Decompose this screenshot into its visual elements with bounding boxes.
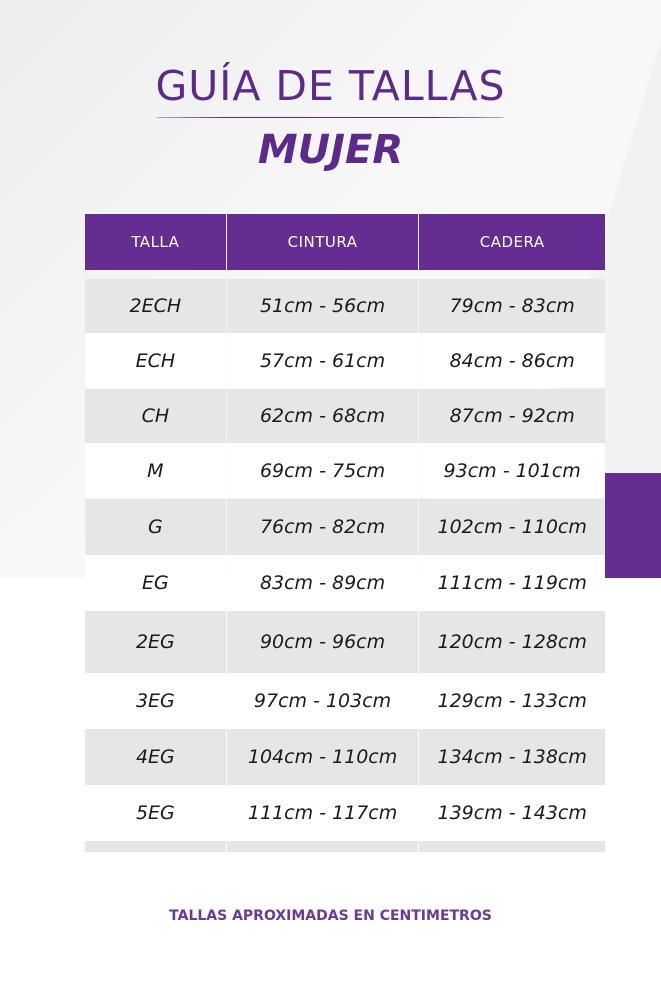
cell-cadera: 102cm - 110cm bbox=[419, 499, 605, 555]
cell-talla: 4EG bbox=[85, 729, 226, 785]
cell-cadera: 120cm - 128cm bbox=[419, 611, 605, 673]
cell-cintura: 90cm - 96cm bbox=[226, 611, 419, 673]
cell-cadera: 79cm - 83cm bbox=[419, 279, 605, 333]
cell-talla: EG bbox=[85, 555, 226, 611]
cell-cintura: 104cm - 110cm bbox=[226, 729, 419, 785]
cell-cintura: 62cm - 68cm bbox=[226, 389, 419, 443]
cell-cadera: 129cm - 133cm bbox=[419, 673, 605, 729]
page-subtitle: MUJER bbox=[257, 127, 404, 173]
footer-note: TALLAS APROXIMADAS EN CENTIMETROS bbox=[169, 908, 492, 924]
cell-talla: 3EG bbox=[85, 673, 226, 729]
table-header: TALLA CINTURA CADERA bbox=[85, 214, 605, 270]
table-row: EG 83cm - 89cm 111cm - 119cm bbox=[85, 555, 605, 611]
cell-cintura: 76cm - 82cm bbox=[226, 499, 419, 555]
cell-cadera: 111cm - 119cm bbox=[419, 555, 605, 611]
cell-cadera: 93cm - 101cm bbox=[419, 443, 605, 498]
table-row: 5EG 111cm - 117cm 139cm - 143cm bbox=[85, 785, 605, 840]
cell-cadera: 87cm - 92cm bbox=[419, 389, 605, 443]
header-cadera: CADERA bbox=[419, 214, 605, 270]
cell-cintura: 69cm - 75cm bbox=[226, 443, 419, 498]
table-row: 2ECH 51cm - 56cm 79cm - 83cm bbox=[85, 279, 605, 333]
cell-cadera: 134cm - 138cm bbox=[419, 729, 605, 785]
table-row: 4EG 104cm - 110cm 134cm - 138cm bbox=[85, 729, 605, 785]
accent-block bbox=[605, 473, 661, 578]
cell-talla: 5EG bbox=[85, 785, 226, 840]
header-cintura: CINTURA bbox=[226, 214, 419, 270]
cell-cadera: 84cm - 86cm bbox=[419, 333, 605, 388]
cell-talla: CH bbox=[85, 389, 226, 443]
table-row: M 69cm - 75cm 93cm - 101cm bbox=[85, 443, 605, 498]
cell-cintura: 97cm - 103cm bbox=[226, 673, 419, 729]
cell-talla: M bbox=[85, 443, 226, 498]
cell-talla: 2EG bbox=[85, 611, 226, 673]
cell-cintura: 83cm - 89cm bbox=[226, 555, 419, 611]
table-row: CH 62cm - 68cm 87cm - 92cm bbox=[85, 389, 605, 443]
cell-cintura: 111cm - 117cm bbox=[226, 785, 419, 840]
table-row: 3EG 97cm - 103cm 129cm - 133cm bbox=[85, 673, 605, 729]
cell-cadera: 139cm - 143cm bbox=[419, 785, 605, 840]
table-row: ECH 57cm - 61cm 84cm - 86cm bbox=[85, 333, 605, 388]
cell-cintura: 57cm - 61cm bbox=[226, 333, 419, 388]
header-talla: TALLA bbox=[85, 214, 226, 270]
cell-talla: ECH bbox=[85, 333, 226, 388]
page-title: GUÍA DE TALLAS bbox=[155, 62, 506, 110]
table-row: 2EG 90cm - 96cm 120cm - 128cm bbox=[85, 611, 605, 673]
title-divider bbox=[157, 117, 503, 118]
cell-talla: G bbox=[85, 499, 226, 555]
table-row: G 76cm - 82cm 102cm - 110cm bbox=[85, 499, 605, 555]
cell-talla: 2ECH bbox=[85, 279, 226, 333]
cell-cintura: 51cm - 56cm bbox=[226, 279, 419, 333]
table-row-partial bbox=[85, 841, 605, 852]
